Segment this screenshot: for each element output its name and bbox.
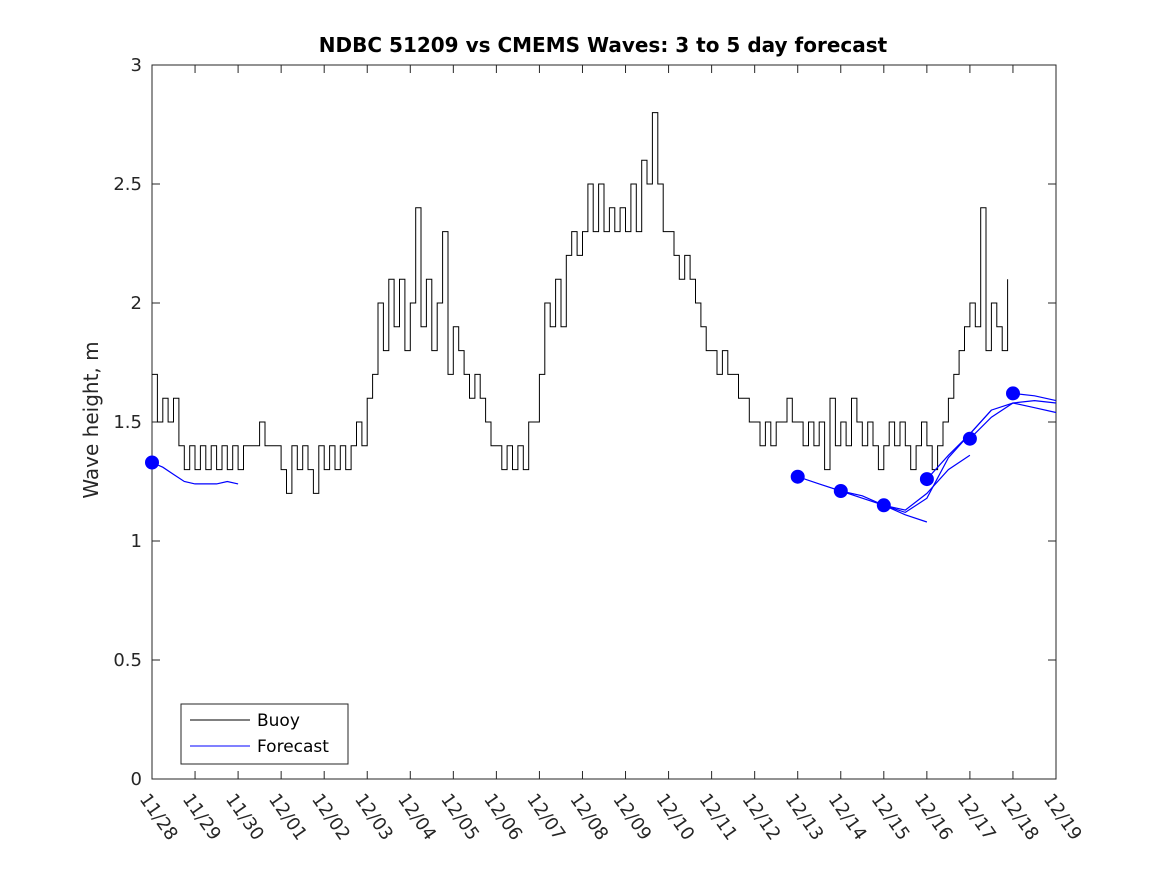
forecast-series-line — [969, 399, 1057, 440]
buoy-series-line — [152, 112, 1009, 494]
chart-title: NDBC 51209 vs CMEMS Waves: 3 to 5 day fo… — [319, 33, 888, 57]
y-tick-label: 0.5 — [113, 650, 142, 671]
forecast-series-line — [926, 402, 1057, 480]
forecast-series-line — [1012, 392, 1057, 402]
legend: Buoy Forecast — [180, 703, 349, 765]
legend-label-forecast: Forecast — [257, 737, 329, 757]
forecast-marker — [145, 455, 159, 470]
y-axis-label: Wave height, m — [79, 341, 103, 498]
y-tick-label: 3 — [131, 55, 142, 76]
y-tick-label: 0 — [131, 769, 142, 790]
plot-area — [151, 64, 1057, 780]
forecast-marker — [962, 431, 977, 446]
y-tick-label: 1.5 — [113, 412, 142, 433]
legend-box — [180, 703, 349, 765]
y-tick-label: 2.5 — [113, 174, 142, 195]
y-axis: 0 0.5 1 1.5 2 2.5 3 — [113, 55, 1056, 790]
forecast-marker — [1006, 386, 1020, 401]
y-tick-label: 1 — [131, 531, 142, 552]
forecast-series-line — [797, 476, 928, 523]
forecast-marker — [876, 498, 891, 513]
forecast-series-line — [840, 454, 971, 511]
forecast-marker — [919, 472, 934, 487]
forecast-series-line — [151, 461, 239, 485]
legend-label-buoy: Buoy — [257, 711, 300, 731]
forecast-marker — [790, 469, 805, 484]
plot-lines — [145, 112, 1057, 523]
y-tick-label: 2 — [131, 293, 142, 314]
forecast-marker — [833, 484, 848, 498]
